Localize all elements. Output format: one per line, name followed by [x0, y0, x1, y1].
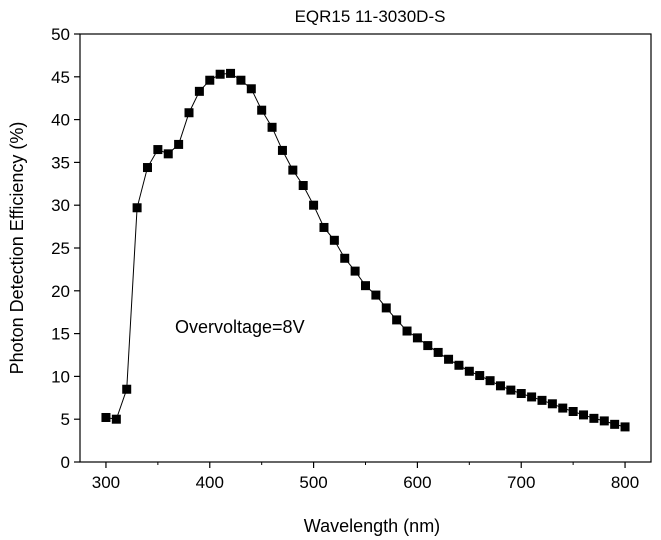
overvoltage-annotation: Overvoltage=8V [175, 317, 305, 337]
data-point [288, 165, 298, 175]
plot-border [79, 33, 652, 463]
data-point [340, 253, 350, 263]
data-point [122, 384, 132, 394]
y-tick-label: 0 [61, 453, 70, 472]
data-point [298, 181, 308, 191]
x-axis-title: Wavelength (nm) [304, 516, 440, 536]
data-point [579, 410, 589, 420]
y-tick-label: 50 [51, 25, 70, 44]
data-point [153, 145, 163, 155]
y-tick-label: 20 [51, 282, 70, 301]
data-point [423, 341, 433, 351]
x-tick-label: 700 [507, 473, 535, 492]
data-point [444, 354, 454, 364]
x-tick-label: 800 [611, 473, 639, 492]
data-point [527, 392, 537, 402]
data-point [309, 200, 319, 210]
data-point [361, 281, 370, 291]
data-point [246, 84, 256, 94]
y-tick-label: 15 [51, 325, 70, 344]
x-tick-label: 300 [92, 473, 120, 492]
y-axis-title: Photon Detection Efficiency (%) [7, 122, 27, 375]
data-point [599, 416, 609, 426]
data-point [371, 290, 381, 300]
data-point [142, 163, 152, 173]
y-tick-label: 30 [51, 196, 70, 215]
data-point [558, 403, 568, 413]
data-point [205, 75, 215, 85]
y-tick-label: 25 [51, 239, 70, 258]
data-point [412, 333, 422, 343]
plot-frame [79, 33, 652, 463]
x-axis-ticks: 300 400 500 600 700 800 [92, 462, 639, 492]
data-point [132, 203, 142, 213]
data-point [506, 385, 516, 395]
data-point [610, 419, 620, 429]
data-point [402, 326, 412, 336]
data-point [174, 139, 184, 149]
y-tick-label: 5 [61, 410, 70, 429]
data-point [215, 69, 225, 79]
data-point [329, 235, 339, 245]
y-tick-label: 35 [51, 153, 70, 172]
data-point [516, 389, 526, 399]
data-point [381, 303, 391, 313]
data-point [236, 75, 246, 85]
x-tick-label: 600 [403, 473, 431, 492]
y-axis-ticks: 0 5 10 15 20 25 30 35 40 45 50 [51, 25, 80, 472]
chart-title: EQR15 11-3030D-S [295, 7, 446, 26]
x-tick-label: 400 [196, 473, 224, 492]
data-point [568, 406, 578, 416]
series-line [105, 72, 626, 428]
data-point [475, 371, 485, 381]
data-point [620, 422, 630, 432]
x-tick-label: 500 [299, 473, 327, 492]
data-point [184, 108, 194, 118]
data-point [267, 122, 277, 132]
data-point [464, 366, 474, 376]
series-polyline [105, 72, 626, 428]
data-point [589, 413, 599, 423]
data-point [485, 376, 495, 386]
data-point [495, 381, 505, 391]
data-point [433, 347, 443, 357]
data-point [547, 399, 557, 409]
data-point [257, 105, 267, 115]
data-point [537, 395, 547, 405]
data-point [350, 266, 360, 276]
data-point [194, 86, 204, 96]
data-point [163, 149, 173, 159]
series-points [101, 68, 630, 432]
data-point [319, 222, 329, 232]
data-point [101, 412, 111, 422]
y-tick-label: 45 [51, 68, 70, 87]
y-tick-label: 40 [51, 111, 70, 130]
data-point [277, 145, 287, 155]
data-point [226, 68, 236, 78]
data-point [454, 360, 464, 370]
y-tick-label: 10 [51, 367, 70, 386]
data-point [392, 315, 402, 325]
data-point [111, 414, 121, 424]
